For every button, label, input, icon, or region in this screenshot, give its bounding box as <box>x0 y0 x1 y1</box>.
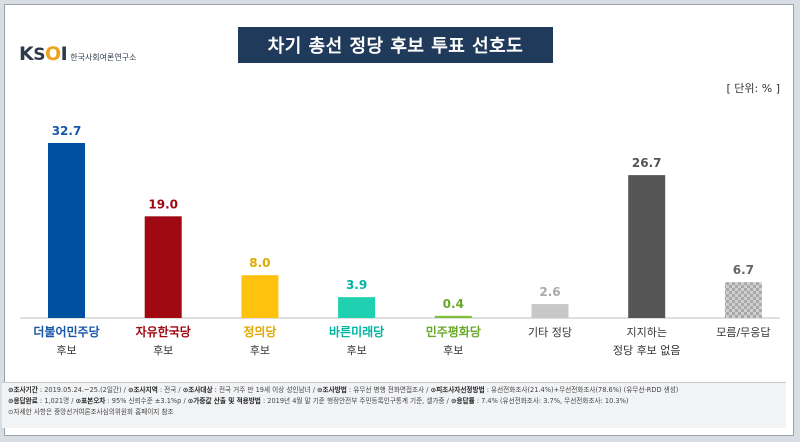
value-label-0: 32.7 <box>52 124 82 138</box>
category-label-3: 바른미래당 <box>329 324 384 339</box>
category-label-4: 민주평화당 <box>426 324 481 339</box>
footnote-item: ⊙표본오차 : 95% 신뢰수준 ±3.1%p / <box>75 397 188 405</box>
category-sublabel-0: 후보 <box>56 344 76 357</box>
category-label-6: 지지하는 <box>626 325 666 339</box>
category-sublabel-3: 후보 <box>346 344 366 357</box>
value-label-3: 3.9 <box>346 278 367 292</box>
footnote-line-2: ⊙응답완료 : 1,021명 / ⊙표본오차 : 95% 신뢰수준 ±3.1%p… <box>8 396 780 407</box>
category-sublabel-6: 정당 후보 없음 <box>613 344 681 357</box>
chart-title: 차기 총선 정당 후보 투표 선호도 <box>238 27 553 63</box>
bar-0 <box>48 143 85 318</box>
logo-mark: KSOI <box>19 43 68 65</box>
footnote-item: ⊙조사지역 : 전국 / <box>127 386 183 394</box>
value-label-1: 19.0 <box>148 197 178 211</box>
footnote-item: ⊙조사기간 : 2019.05.24.~25.(2일간) / <box>8 386 128 394</box>
bar-4 <box>434 315 472 318</box>
bar-7 <box>724 282 762 318</box>
category-label-0: 더불어민주당 <box>33 324 99 339</box>
value-label-2: 8.0 <box>249 256 270 270</box>
bar-5 <box>531 304 569 318</box>
ksoi-logo: KSOI 한국사회여론연구소 <box>19 43 136 65</box>
category-label-1: 자유한국당 <box>136 324 191 339</box>
category-sublabel-2: 후보 <box>250 344 270 357</box>
value-label-7: 6.7 <box>733 263 754 277</box>
bar-2 <box>241 275 279 318</box>
value-label-4: 0.4 <box>443 297 464 311</box>
value-label-5: 2.6 <box>539 285 560 299</box>
category-sublabel-1: 후보 <box>153 344 173 357</box>
value-label-6: 26.7 <box>632 156 662 170</box>
unit-label: [ 단위: % ] <box>726 82 780 95</box>
footnote-item: ⊙조사대상 : 전국 거주 만 19세 이상 성인남녀 / <box>182 386 318 394</box>
category-label-7: 모름/무응답 <box>716 326 770 339</box>
footnote-item: ⊙조사방법 : 유무선 병행 전화면접조사 / <box>317 386 431 394</box>
footnote-item: ⊙피조사자선정방법 : 유선전화조사(21.4%)+무선전화조사(78.6%) … <box>430 386 679 394</box>
category-label-2: 정의당 <box>243 324 276 339</box>
footnote-reference: 자세한 사항은 중앙선거여론조사심의위원회 홈페이지 참조 <box>13 408 174 416</box>
footnote-item: ⊙응답완료 : 1,021명 / <box>8 397 76 405</box>
survey-footnote: ⊙조사기간 : 2019.05.24.~25.(2일간) / ⊙조사지역 : 전… <box>2 382 786 428</box>
footnote-line-1: ⊙조사기간 : 2019.05.24.~25.(2일간) / ⊙조사지역 : 전… <box>8 385 780 396</box>
footnote-item: ⊙응답률 : 7.4% (유선전화조사: 3.7%, 무선전화조사: 10.3%… <box>450 397 629 405</box>
bar-1 <box>144 216 182 318</box>
bar-3 <box>338 297 376 318</box>
category-label-5: 기타 정당 <box>528 326 572 339</box>
logo-subtitle: 한국사회여론연구소 <box>70 53 137 62</box>
bar-6 <box>628 175 666 318</box>
footnote-item: ⊙가중값 산출 및 적용방법 : 2019년 4월 말 기준 행정안전부 주민등… <box>187 397 451 405</box>
category-sublabel-4: 후보 <box>443 344 463 357</box>
footnote-line-3: ⊙자세한 사항은 중앙선거여론조사심의위원회 홈페이지 참조 <box>8 408 174 416</box>
